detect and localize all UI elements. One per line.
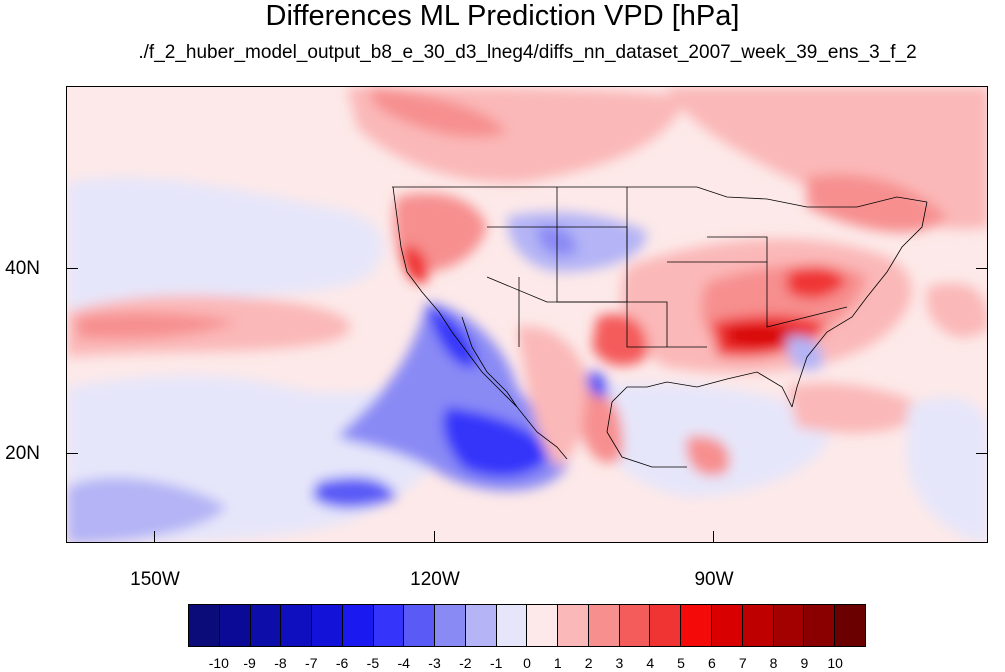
colorbar-label: -7: [305, 655, 318, 671]
colorbar-label: -1: [489, 655, 503, 671]
colorbar-swatch: [681, 605, 713, 646]
colorbar-label: 10: [827, 655, 843, 671]
colorbar-label: -6: [335, 655, 349, 671]
colorbar-swatch: [465, 605, 497, 646]
colorbar-swatch: [619, 605, 651, 646]
y-tick-label: 20N: [5, 443, 40, 464]
colorbar-label: -10: [208, 655, 229, 671]
colorbar-label: 9: [800, 655, 809, 671]
colorbar-label: -2: [459, 655, 472, 671]
colorbar-label: 6: [708, 655, 716, 671]
colorbar-swatch: [250, 605, 282, 646]
colorbar-swatch: [804, 605, 836, 646]
y-tick-label: 40N: [5, 258, 40, 279]
x-tick-label: 120W: [410, 569, 460, 590]
y-tick: [976, 453, 988, 454]
colorbar-label: 0: [523, 655, 531, 671]
colorbar-label: 8: [769, 655, 778, 671]
colorbar: [188, 604, 866, 647]
colorbar-swatch: [342, 605, 374, 646]
x-tick-label: 90W: [694, 569, 734, 590]
colorbar-swatch: [189, 605, 220, 646]
colorbar-swatch: [373, 605, 405, 646]
map-subtitle: ./f_2_huber_model_output_b8_e_30_d3_lneg…: [138, 42, 917, 63]
colorbar-swatch: [281, 605, 313, 646]
colorbar-swatch: [496, 605, 528, 646]
map-title: Differences ML Prediction VPD [hPa]: [265, 0, 740, 32]
y-tick: [976, 268, 988, 269]
y-tick: [66, 453, 78, 454]
colorbar-swatch: [712, 605, 743, 646]
colorbar-swatch: [588, 605, 620, 646]
colorbar-swatch: [773, 605, 805, 646]
colorbar-swatch: [404, 605, 436, 646]
x-tick: [713, 531, 714, 543]
colorbar-label: 4: [646, 655, 655, 671]
colorbar-swatch: [312, 605, 343, 646]
colorbar-label: 3: [615, 655, 624, 671]
colorbar-swatch: [835, 605, 865, 646]
colorbar-label: -5: [366, 655, 380, 671]
coastlines: [392, 186, 928, 468]
colorbar-swatch: [558, 605, 589, 646]
y-tick: [66, 268, 78, 269]
map-plot-area: [66, 86, 988, 543]
colorbar-swatch: [435, 605, 466, 646]
colorbar-label: 1: [553, 655, 562, 671]
colorbar-label: -9: [243, 655, 256, 671]
field-blobs: [67, 87, 987, 542]
colorbar-swatch: [742, 605, 774, 646]
colorbar-label: 2: [584, 655, 593, 671]
vpd-difference-field: [67, 87, 987, 542]
colorbar-label: 7: [738, 655, 747, 671]
colorbar-label: 5: [677, 655, 685, 671]
colorbar-label: -4: [397, 655, 410, 671]
x-tick-label: 150W: [130, 569, 180, 590]
colorbar-label: -3: [428, 655, 441, 671]
colorbar-swatch: [527, 605, 559, 646]
colorbar-swatch: [219, 605, 251, 646]
x-tick: [434, 531, 435, 543]
x-tick: [154, 531, 155, 543]
colorbar-label: -8: [274, 655, 287, 671]
colorbar-swatch: [650, 605, 682, 646]
